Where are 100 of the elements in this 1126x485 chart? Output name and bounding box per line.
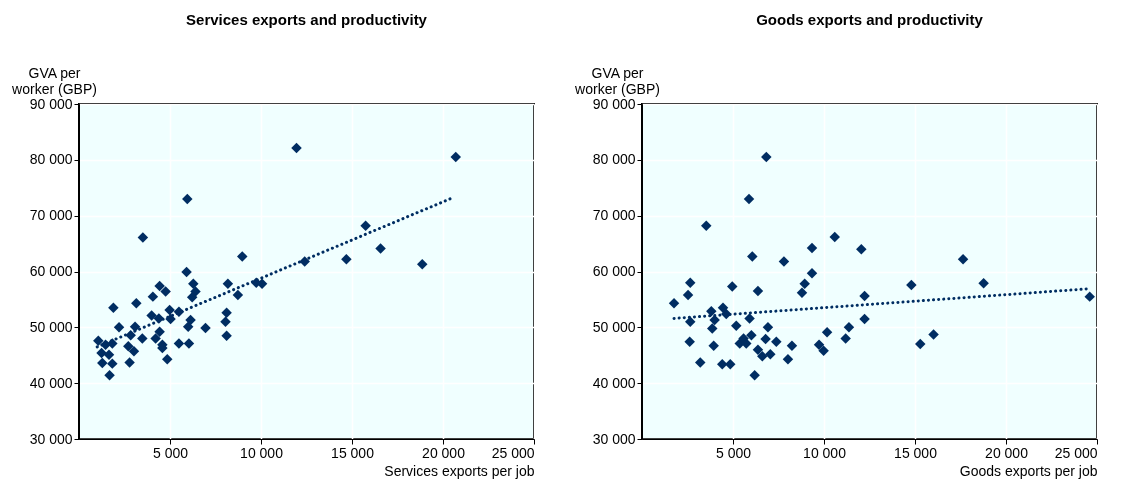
point [173, 338, 185, 349]
point [706, 305, 717, 317]
point [782, 353, 794, 365]
x-tick-label: 25 000 [491, 444, 535, 461]
point [684, 316, 696, 327]
point [717, 302, 729, 314]
y-axis-title: GVA per worker (GBP) [11, 64, 97, 97]
chart-title: Services exports and productivity [186, 11, 428, 28]
point [291, 142, 302, 154]
point [727, 281, 738, 292]
point [701, 220, 712, 231]
point [843, 322, 855, 333]
point [93, 335, 104, 346]
point [695, 357, 706, 368]
point [799, 278, 810, 290]
y-tick-label: 50 000 [592, 318, 636, 335]
point [123, 341, 134, 352]
point [707, 323, 718, 334]
x-axis-title: Goods exports per job [959, 462, 1098, 479]
point [182, 193, 193, 205]
point [821, 327, 833, 338]
point [146, 310, 157, 321]
point [1084, 291, 1095, 302]
point [957, 253, 969, 265]
point [450, 151, 461, 163]
y-tick-label: 60 000 [29, 263, 73, 279]
point [760, 333, 771, 345]
y-axis-title: GVA per worker (GBP) [574, 64, 660, 97]
point [717, 358, 728, 370]
y-tick-label: 40 000 [29, 374, 73, 391]
point [104, 370, 115, 381]
point [232, 289, 244, 301]
point [761, 151, 772, 163]
y-tick-label: 30 000 [592, 430, 636, 447]
point [164, 304, 175, 316]
point [725, 358, 736, 370]
point [765, 348, 776, 360]
point [97, 357, 108, 369]
point [778, 256, 790, 267]
point [113, 322, 125, 333]
chart-title: Goods exports and productivity [756, 11, 984, 28]
y-tick-label: 70 000 [29, 207, 73, 224]
point [859, 290, 870, 302]
point [840, 333, 851, 344]
point [978, 277, 989, 289]
x-tick-label: 5 000 [152, 444, 189, 461]
x-tick-label: 15 000 [331, 444, 375, 461]
point [181, 266, 192, 278]
point [237, 251, 248, 262]
point [859, 313, 870, 325]
point [749, 370, 760, 381]
point [186, 291, 198, 303]
point [150, 333, 161, 344]
point [682, 289, 694, 301]
point [162, 353, 173, 365]
point [684, 277, 696, 288]
point [915, 338, 926, 350]
point [708, 340, 719, 351]
point [829, 231, 840, 243]
point [744, 313, 755, 324]
y-tick-label: 50 000 [29, 318, 73, 335]
point [747, 251, 758, 262]
point [746, 329, 757, 341]
y-tick-label: 30 000 [29, 430, 73, 447]
y-tick-label: 80 000 [592, 151, 636, 168]
point [220, 316, 231, 327]
point [771, 336, 782, 348]
x-tick-label: 20 000 [422, 444, 466, 461]
point [928, 329, 939, 340]
point [128, 346, 140, 357]
point [137, 232, 149, 243]
point [743, 193, 755, 205]
point [757, 351, 768, 362]
point [183, 338, 195, 349]
point [796, 287, 808, 298]
point [762, 322, 774, 333]
point [360, 220, 371, 231]
y-tick-label: 70 000 [592, 207, 636, 224]
point [137, 333, 148, 344]
y-tick-label: 40 000 [592, 374, 636, 391]
point [160, 286, 171, 297]
x-axis-title: Services exports per job [384, 462, 535, 479]
point [417, 259, 428, 270]
point [221, 307, 232, 319]
point [154, 280, 165, 292]
point [107, 358, 118, 369]
x-tick-label: 25 000 [1054, 444, 1098, 461]
x-tick-label: 15 000 [894, 444, 938, 461]
point [103, 349, 115, 360]
point [818, 345, 829, 357]
point [131, 298, 142, 309]
x-tick-label: 5 000 [715, 444, 752, 461]
point [182, 321, 194, 333]
point [684, 336, 695, 348]
point [668, 298, 680, 309]
point [147, 291, 159, 302]
point [806, 267, 818, 279]
point [731, 320, 742, 331]
point [906, 279, 917, 291]
point [299, 256, 310, 267]
